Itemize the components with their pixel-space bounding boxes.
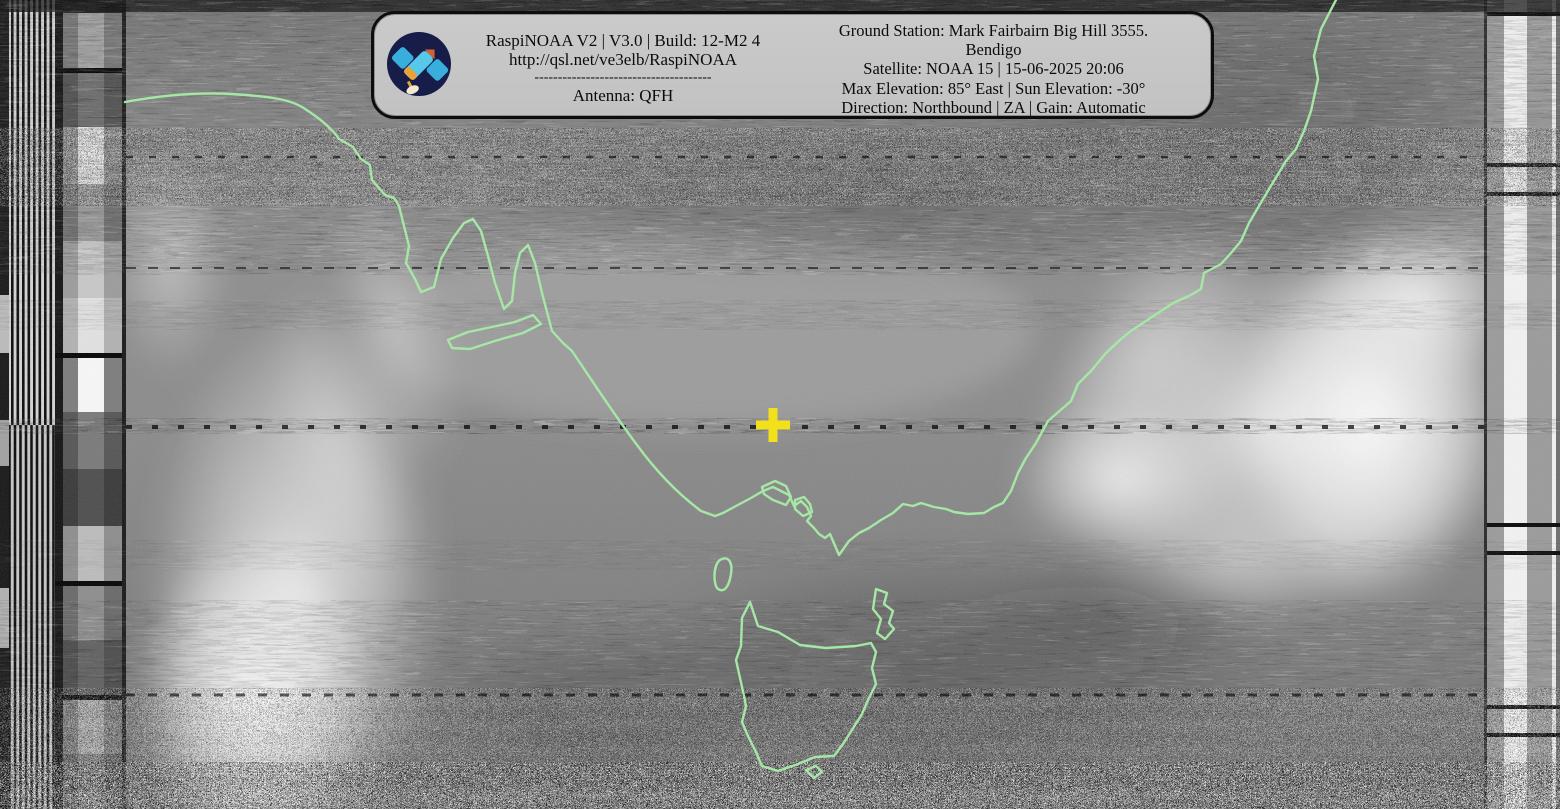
info-banner: RaspiNOAA V2 | V3.0 | Build: 12-M2 4 htt… [371, 11, 1214, 119]
banner-left-block: RaspiNOAA V2 | V3.0 | Build: 12-M2 4 htt… [458, 14, 788, 105]
scanline-artifacts [126, 155, 1484, 697]
app-url-line: http://qsl.net/ve3elb/RaspiNOAA [508, 50, 738, 69]
direction-gain-line: Direction: Northbound | ZA | Gain: Autom… [841, 97, 1146, 117]
ground-station-crosshair [756, 408, 790, 442]
app-version-line: RaspiNOAA V2 | V3.0 | Build: 12-M2 4 [485, 31, 761, 50]
satellite-logo-icon [386, 31, 452, 97]
separator-dashes: -------------------------------------- [534, 70, 712, 85]
coastline-overlay [123, 0, 1338, 780]
satellite-pass-line: Satellite: NOAA 15 | 15-06-2025 20:06 [863, 59, 1124, 79]
ground-station-city-line: Bendigo [965, 40, 1022, 60]
banner-right-block: Ground Station: Mark Fairbairn Big Hill … [788, 14, 1211, 117]
ground-station-line: Ground Station: Mark Fairbairn Big Hill … [838, 21, 1149, 40]
antenna-line: Antenna: QFH [572, 86, 674, 105]
elevation-line: Max Elevation: 85° East | Sun Elevation:… [841, 78, 1146, 98]
